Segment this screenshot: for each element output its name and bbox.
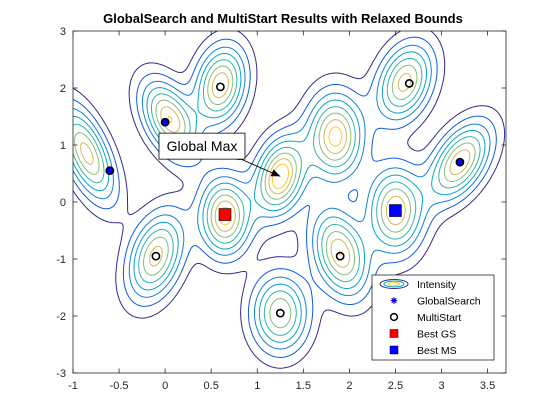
contour-level-5 xyxy=(73,57,481,336)
multistart-point xyxy=(404,79,414,88)
legend-label-best-ms: Best MS xyxy=(417,345,457,357)
y-tick-label: 3 xyxy=(60,26,66,38)
legend-swatch-globalsearch xyxy=(390,297,398,304)
multistart-point xyxy=(455,157,465,167)
globalsearch-point xyxy=(455,158,464,167)
x-tick-label: 0 xyxy=(162,380,168,392)
legend-ring-inner xyxy=(388,281,400,287)
x-tick-label: -0.5 xyxy=(110,380,129,392)
x-tick-label: 3 xyxy=(438,380,444,392)
x-tick-label: 2 xyxy=(346,380,352,392)
x-tick-label: 1 xyxy=(254,380,260,392)
globalsearch-point xyxy=(161,118,170,127)
contour-level-2 xyxy=(73,36,497,358)
asterisk-core xyxy=(106,167,114,174)
plot-frame xyxy=(72,30,507,374)
multistart-point xyxy=(335,251,345,261)
asterisk-core xyxy=(161,119,169,126)
x-tick-label: 0.5 xyxy=(204,380,219,392)
y-tick-label: -3 xyxy=(56,368,66,380)
y-tick-label: 2 xyxy=(60,83,66,95)
y-tick-label: -1 xyxy=(56,254,66,266)
y-tick-labels: -3 -2 -1 0 1 2 3 xyxy=(56,26,66,380)
legend: Intensity GlobalSearch MultiStart Best GS Be… xyxy=(371,274,495,361)
x-tick-label: 1.5 xyxy=(296,380,311,392)
legend-ring-outer xyxy=(379,279,409,289)
x-tick-labels: -1 -0.5 0 0.5 1 1.5 2 2.5 3 3.5 xyxy=(68,380,495,392)
annotation-arrowhead xyxy=(270,169,281,177)
global-max-annotation: Global Max xyxy=(158,132,281,177)
annotation-box xyxy=(158,132,246,160)
x-tick-label: -1 xyxy=(68,380,78,392)
y-tick-label: 1 xyxy=(60,140,66,152)
legend-label-globalsearch: GlobalSearch xyxy=(417,295,481,307)
legend-label-intensity: Intensity xyxy=(417,279,457,291)
contour-level-4 xyxy=(73,51,486,343)
asterisk-stroke xyxy=(391,297,397,304)
data-markers xyxy=(105,79,465,318)
multistart-point xyxy=(160,117,170,127)
legend-swatch-best-gs xyxy=(389,329,399,338)
annotation-label: Global Max xyxy=(167,138,238,154)
legend-swatch-multistart xyxy=(389,312,399,322)
legend-ring-middle xyxy=(383,280,405,288)
contour-level-6 xyxy=(74,64,476,329)
legend-label-best-gs: Best GS xyxy=(417,328,456,340)
x-tick-label: 2.5 xyxy=(388,380,403,392)
multistart-point xyxy=(275,308,285,318)
y-tick-label: -2 xyxy=(56,311,66,323)
multistart-point xyxy=(216,82,225,92)
legend-label-multistart: MultiStart xyxy=(417,312,461,324)
multistart-point xyxy=(151,251,161,261)
asterisk-core xyxy=(456,158,464,166)
best-gs-point xyxy=(218,208,232,221)
contour-level-1 xyxy=(73,31,506,369)
x-tick-label: 3.5 xyxy=(480,380,495,392)
multistart-point xyxy=(105,166,115,176)
best-ms-point xyxy=(389,204,402,217)
legend-swatch-intensity xyxy=(379,279,409,289)
y-tick-label: 0 xyxy=(60,197,66,209)
legend-swatch-best-ms xyxy=(389,345,399,355)
globalsearch-point xyxy=(105,166,114,175)
chart-title: GlobalSearch and MultiStart Results with… xyxy=(103,11,463,26)
